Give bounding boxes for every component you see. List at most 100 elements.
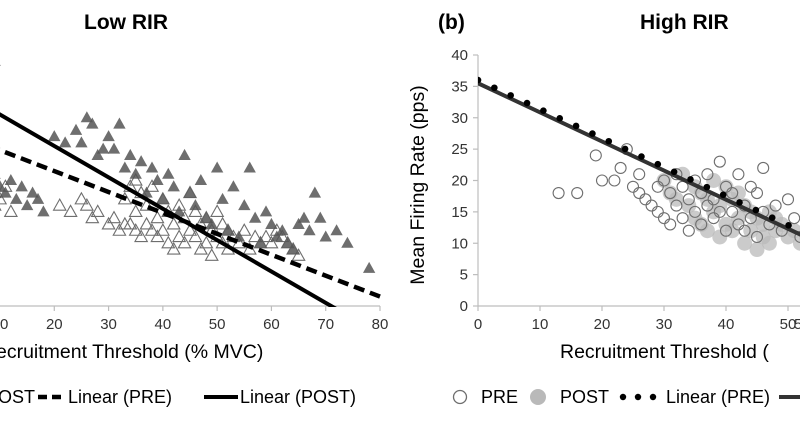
x-tick-label-partial: 10 <box>0 316 8 333</box>
data-point-post <box>10 193 22 204</box>
data-point-pre <box>178 237 190 248</box>
data-point-pre <box>92 205 104 216</box>
data-point-pre <box>140 218 152 229</box>
x-tick-label: 30 <box>100 316 117 333</box>
data-point-pre <box>646 200 657 211</box>
y-tick-label: 0 <box>460 298 468 315</box>
data-point-post <box>330 224 342 235</box>
data-point-pre <box>168 243 180 254</box>
data-point-post <box>314 212 326 223</box>
y-tick-label: 25 <box>451 141 468 158</box>
data-point-pre <box>206 249 218 260</box>
y-tick-label: 10 <box>451 235 468 252</box>
data-point-post <box>195 174 207 185</box>
x-tick-label: 30 <box>656 316 673 333</box>
data-point-post <box>37 205 49 216</box>
y-tick-label: 40 <box>451 47 468 64</box>
legend-swatch-dot-3 <box>650 394 656 400</box>
trendline-linear-pre-dot <box>671 169 678 176</box>
data-point-post <box>108 143 120 154</box>
trendline-linear-pre-dot <box>540 107 547 114</box>
data-point-pre <box>130 205 142 216</box>
data-point-post <box>151 174 163 185</box>
data-point-pre <box>157 224 169 235</box>
data-point-pre <box>151 230 163 241</box>
data-point-post <box>70 124 82 135</box>
x-tick-label-partial: 5 <box>794 316 800 333</box>
data-point-post <box>113 118 125 129</box>
data-point-post <box>216 193 228 204</box>
data-point-pre <box>783 194 794 205</box>
data-point-post <box>59 136 71 147</box>
data-point-pre <box>81 199 93 210</box>
x-tick-label: 40 <box>155 316 172 333</box>
data-point-post <box>157 193 169 204</box>
x-tick-label: 50 <box>209 316 226 333</box>
trendline-linear-pre-dot <box>753 207 760 214</box>
data-point-post <box>303 224 315 235</box>
y-tick-label: 15 <box>451 204 468 221</box>
data-point-pre <box>789 213 800 224</box>
data-point-pre <box>75 193 87 204</box>
trendline-linear-pre-dot <box>655 161 662 168</box>
data-point-pre <box>758 162 769 173</box>
data-point-pre <box>640 194 651 205</box>
data-point-pre <box>86 212 98 223</box>
trendline-linear-pre-dot <box>704 184 711 191</box>
y-tick-label: 35 <box>451 78 468 95</box>
data-point-pre <box>659 213 670 224</box>
trendline-linear-pre-dot <box>769 214 776 221</box>
x-tick-label: 70 <box>317 316 334 333</box>
data-point-post <box>238 199 250 210</box>
legend-label-post: OST <box>0 387 35 407</box>
data-point-post <box>211 161 223 172</box>
trendline-linear-pre-dot <box>556 115 563 122</box>
y-tick-label: 5 <box>460 267 468 284</box>
data-point-pre <box>615 162 626 173</box>
trendline-linear-pre-dot <box>785 222 792 229</box>
data-point-post <box>265 218 277 229</box>
x-tick-label: 40 <box>718 316 735 333</box>
data-point-pre <box>628 181 639 192</box>
data-point-post <box>75 136 87 147</box>
data-point-post <box>244 161 256 172</box>
data-point-post <box>341 237 353 248</box>
y-axis-label: Mean Firing Rate (pps) <box>407 85 429 284</box>
data-point-pre <box>162 237 174 248</box>
data-point-post <box>135 155 147 166</box>
trendline-linear-pre-dot <box>720 191 727 198</box>
x-tick-label: 20 <box>46 316 63 333</box>
trendline-linear-pre-dot <box>638 153 645 160</box>
x-tick-label: 10 <box>532 316 549 333</box>
data-point-pre <box>5 205 17 216</box>
data-point-post <box>0 55 1 66</box>
data-point-post <box>130 168 142 179</box>
legend-swatch-post <box>530 389 546 405</box>
data-point-pre <box>677 213 688 224</box>
data-point-post <box>249 212 261 223</box>
data-point-pre <box>64 205 76 216</box>
data-point-pre <box>173 230 185 241</box>
legend-label-pre: PRE <box>481 387 518 407</box>
data-point-post <box>298 212 310 223</box>
x-axis-label: ecruitment Threshold (% MVC) <box>0 341 263 363</box>
legend-label-post: POST <box>560 387 609 407</box>
data-point-pre <box>745 181 756 192</box>
data-point-post <box>102 130 114 141</box>
trendline-linear-pre-dot <box>589 130 596 137</box>
x-ticks: 2030405060708010 <box>0 306 388 333</box>
data-point-post <box>222 224 234 235</box>
trendline-linear-pre-dot <box>687 176 694 183</box>
data-point-post <box>254 237 266 248</box>
data-point-pre <box>590 150 601 161</box>
panel-low-rir: 2030405060708010 Low RIR ecruitment Thre… <box>0 11 388 363</box>
data-point-pre <box>609 175 620 186</box>
data-point-post <box>168 180 180 191</box>
data-point-pre <box>130 224 142 235</box>
data-point-post <box>309 187 321 198</box>
trendline-linear-pre-dot <box>622 146 629 153</box>
data-point-post <box>119 161 131 172</box>
